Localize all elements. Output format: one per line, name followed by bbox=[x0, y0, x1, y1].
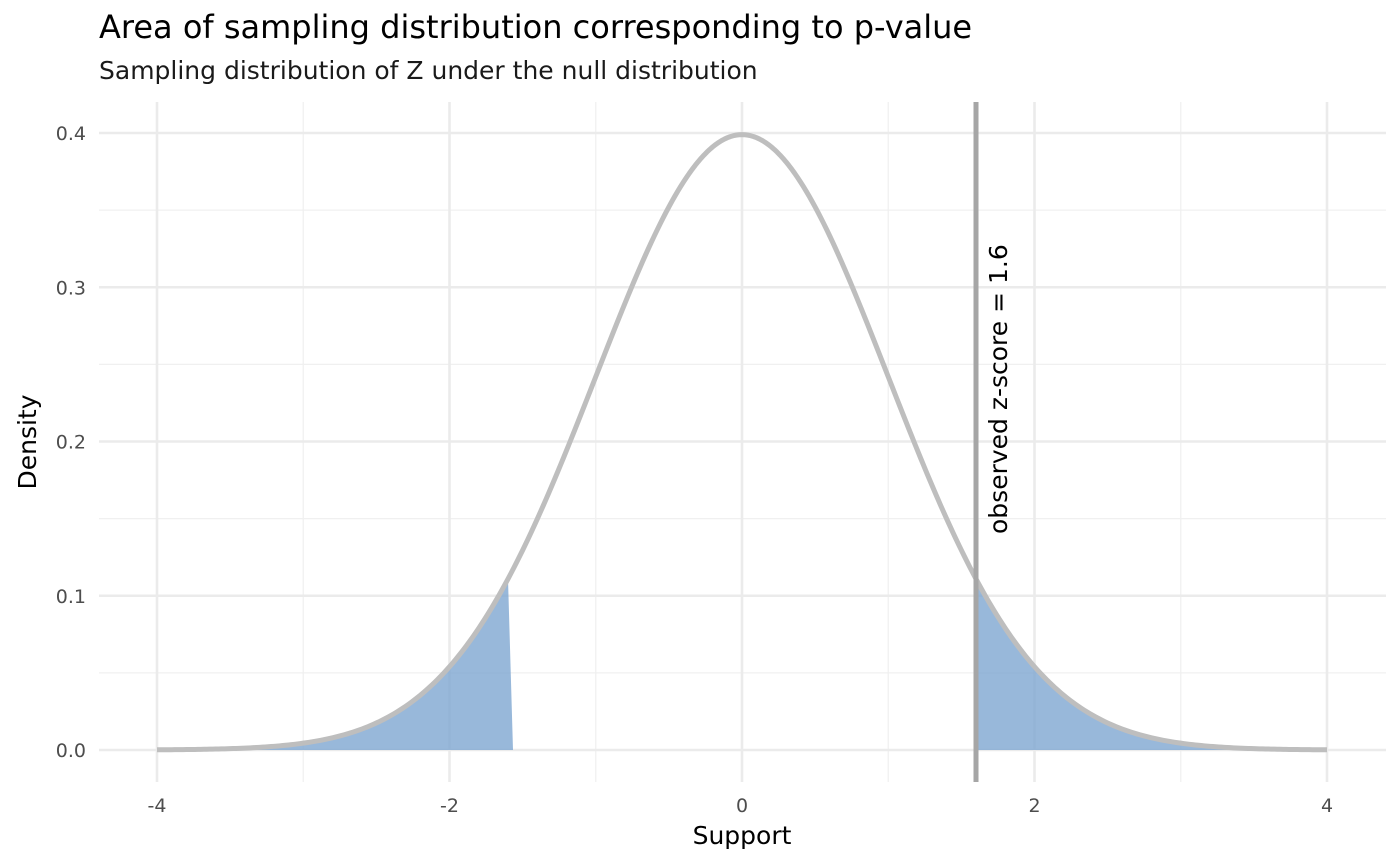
y-tick-label: 0.1 bbox=[56, 586, 86, 608]
y-axis-label: Density bbox=[13, 394, 42, 489]
density-curve bbox=[156, 132, 1328, 753]
x-tick-label: 2 bbox=[1028, 795, 1040, 817]
x-axis-label: Support bbox=[693, 821, 792, 850]
y-tick-label: 0.2 bbox=[56, 432, 86, 454]
x-tick-label: -2 bbox=[440, 795, 459, 817]
shaded-region-upper-tail bbox=[976, 578, 1327, 750]
shaded-region-lower-tail bbox=[157, 578, 513, 750]
x-tick-label: 4 bbox=[1321, 795, 1333, 817]
y-axis-ticks: 0.0 0.1 0.2 0.3 0.4 bbox=[56, 123, 86, 762]
y-tick-label: 0.0 bbox=[56, 740, 86, 762]
x-axis-ticks: -4 -2 0 2 4 bbox=[148, 795, 1334, 817]
observed-zscore-annotation: observed z-score = 1.6 bbox=[984, 244, 1013, 534]
x-tick-label: 0 bbox=[736, 795, 748, 817]
y-tick-label: 0.3 bbox=[56, 277, 86, 299]
density-curve-group bbox=[156, 132, 1328, 753]
shaded-tail-areas bbox=[157, 578, 1327, 750]
y-tick-label: 0.4 bbox=[56, 123, 86, 145]
chart-title: Area of sampling distribution correspond… bbox=[99, 8, 973, 46]
major-gridlines bbox=[99, 102, 1386, 782]
chart-subtitle: Sampling distribution of Z under the nul… bbox=[99, 56, 758, 85]
x-tick-label: -4 bbox=[148, 795, 167, 817]
